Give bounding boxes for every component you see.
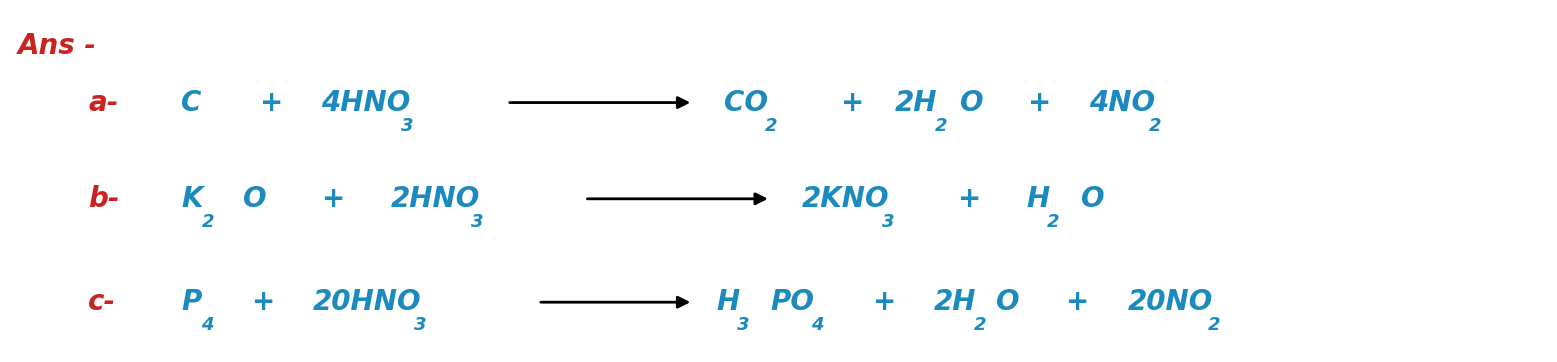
Text: 20NO: 20NO	[1127, 288, 1213, 316]
Text: PO: PO	[771, 288, 814, 316]
Text: +: +	[872, 288, 895, 316]
Text: 2KNO: 2KNO	[802, 185, 889, 213]
Text: 4: 4	[201, 316, 213, 334]
Text: 2: 2	[1149, 117, 1162, 135]
Text: 2: 2	[1208, 316, 1221, 334]
Text: O: O	[996, 288, 1020, 316]
Text: 2: 2	[201, 213, 213, 231]
Text: 3: 3	[472, 213, 484, 231]
Text: H: H	[716, 288, 740, 316]
Text: 4HNO: 4HNO	[321, 89, 409, 117]
Text: 3: 3	[736, 316, 749, 334]
Text: 3: 3	[414, 316, 427, 334]
Text: 4NO: 4NO	[1088, 89, 1155, 117]
Text: +: +	[1065, 288, 1088, 316]
Text: +: +	[258, 89, 282, 117]
Text: 2: 2	[1046, 213, 1059, 231]
Text: b-: b-	[89, 185, 120, 213]
Text: 3: 3	[402, 117, 414, 135]
Text: a-: a-	[89, 89, 118, 117]
Text: 3: 3	[883, 213, 895, 231]
Text: P: P	[181, 288, 201, 316]
Text: CO: CO	[724, 89, 768, 117]
Text: 2: 2	[936, 117, 948, 135]
Text: 2HNO: 2HNO	[391, 185, 480, 213]
Text: H: H	[1026, 185, 1049, 213]
Text: c-: c-	[89, 288, 117, 316]
Text: O: O	[243, 185, 266, 213]
Text: K: K	[181, 185, 202, 213]
Text: +: +	[841, 89, 864, 117]
Text: 20HNO: 20HNO	[313, 288, 422, 316]
Text: O: O	[961, 89, 984, 117]
Text: 2: 2	[764, 117, 777, 135]
Text: +: +	[251, 288, 274, 316]
Text: 2: 2	[975, 316, 987, 334]
Text: C: C	[181, 89, 201, 117]
Text: +: +	[958, 185, 981, 213]
Text: +: +	[1026, 89, 1049, 117]
Text: Ans -: Ans -	[19, 31, 97, 60]
Text: O: O	[1081, 185, 1104, 213]
Text: 2H: 2H	[934, 288, 976, 316]
Text: 2H: 2H	[895, 89, 937, 117]
Text: 4: 4	[811, 316, 824, 334]
Text: +: +	[321, 185, 344, 213]
